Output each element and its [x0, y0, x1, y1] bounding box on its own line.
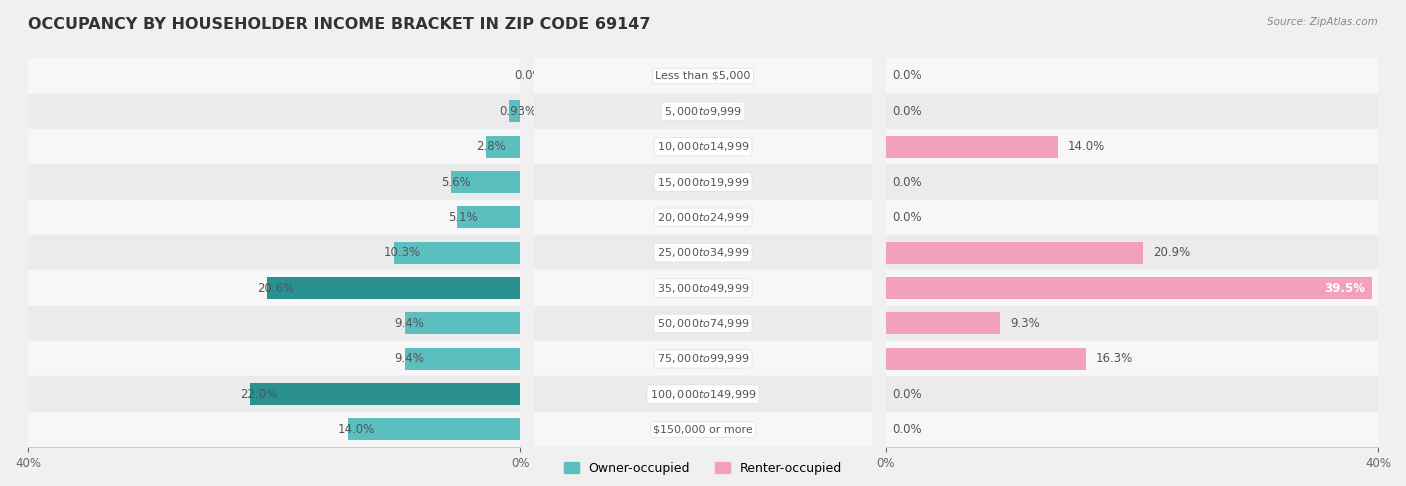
Text: 0.0%: 0.0% [891, 423, 921, 436]
Text: 20.6%: 20.6% [257, 281, 294, 295]
Bar [349, 418, 520, 440]
Text: 16.3%: 16.3% [1097, 352, 1133, 365]
Text: Source: ZipAtlas.com: Source: ZipAtlas.com [1267, 17, 1378, 27]
Bar [486, 136, 520, 157]
Bar [534, 200, 872, 235]
Bar [28, 200, 520, 235]
Legend: Owner-occupied, Renter-occupied: Owner-occupied, Renter-occupied [558, 457, 848, 480]
Bar [886, 277, 1372, 299]
Bar [886, 58, 1378, 94]
Bar [886, 270, 1378, 306]
Text: $75,000 to $99,999: $75,000 to $99,999 [657, 352, 749, 365]
Bar [28, 270, 520, 306]
Bar [534, 94, 872, 129]
Text: 14.0%: 14.0% [1069, 140, 1105, 153]
Bar [28, 412, 520, 447]
Bar [394, 242, 520, 264]
Bar [267, 277, 520, 299]
Text: $100,000 to $149,999: $100,000 to $149,999 [650, 388, 756, 400]
Text: 14.0%: 14.0% [339, 423, 375, 436]
Text: 2.8%: 2.8% [475, 140, 506, 153]
Text: $15,000 to $19,999: $15,000 to $19,999 [657, 175, 749, 189]
Bar [509, 101, 520, 122]
Text: OCCUPANCY BY HOUSEHOLDER INCOME BRACKET IN ZIP CODE 69147: OCCUPANCY BY HOUSEHOLDER INCOME BRACKET … [28, 17, 651, 32]
Bar [405, 312, 520, 334]
Bar [534, 270, 872, 306]
Text: 0.0%: 0.0% [891, 105, 921, 118]
Bar [886, 377, 1378, 412]
Bar [886, 94, 1378, 129]
Bar [886, 242, 1143, 264]
Bar [886, 200, 1378, 235]
Text: 22.0%: 22.0% [239, 388, 277, 400]
Text: 9.4%: 9.4% [395, 317, 425, 330]
Text: 0.0%: 0.0% [891, 69, 921, 83]
Bar [534, 306, 872, 341]
Bar [457, 207, 520, 228]
Bar [534, 129, 872, 164]
Bar [534, 341, 872, 377]
Text: 5.6%: 5.6% [441, 175, 471, 189]
Bar [534, 412, 872, 447]
Bar [886, 312, 1000, 334]
Text: $50,000 to $74,999: $50,000 to $74,999 [657, 317, 749, 330]
Text: 0.0%: 0.0% [891, 175, 921, 189]
Text: 0.93%: 0.93% [499, 105, 536, 118]
Bar [28, 341, 520, 377]
Bar [886, 306, 1378, 341]
Bar [886, 129, 1378, 164]
Bar [250, 383, 520, 405]
Text: $25,000 to $34,999: $25,000 to $34,999 [657, 246, 749, 259]
Bar [451, 171, 520, 193]
Bar [886, 136, 1057, 157]
Text: $150,000 or more: $150,000 or more [654, 424, 752, 434]
Text: 0.0%: 0.0% [891, 211, 921, 224]
Bar [28, 306, 520, 341]
Bar [28, 129, 520, 164]
Bar [534, 58, 872, 94]
Bar [886, 235, 1378, 270]
Bar [886, 348, 1087, 370]
Text: 9.3%: 9.3% [1010, 317, 1040, 330]
Bar [28, 235, 520, 270]
Text: 5.1%: 5.1% [447, 211, 478, 224]
Text: 0.0%: 0.0% [891, 388, 921, 400]
Text: 9.4%: 9.4% [395, 352, 425, 365]
Bar [534, 235, 872, 270]
Text: 39.5%: 39.5% [1324, 281, 1365, 295]
Bar [28, 164, 520, 200]
Text: $5,000 to $9,999: $5,000 to $9,999 [664, 105, 742, 118]
Text: Less than $5,000: Less than $5,000 [655, 71, 751, 81]
Text: $35,000 to $49,999: $35,000 to $49,999 [657, 281, 749, 295]
Bar [28, 94, 520, 129]
Text: $10,000 to $14,999: $10,000 to $14,999 [657, 140, 749, 153]
Bar [28, 58, 520, 94]
Text: $20,000 to $24,999: $20,000 to $24,999 [657, 211, 749, 224]
Bar [886, 341, 1378, 377]
Text: 20.9%: 20.9% [1153, 246, 1189, 259]
Bar [28, 377, 520, 412]
Bar [405, 348, 520, 370]
Bar [886, 412, 1378, 447]
Text: 10.3%: 10.3% [384, 246, 420, 259]
Text: 0.0%: 0.0% [515, 69, 544, 83]
Bar [534, 164, 872, 200]
Bar [886, 164, 1378, 200]
Bar [534, 377, 872, 412]
